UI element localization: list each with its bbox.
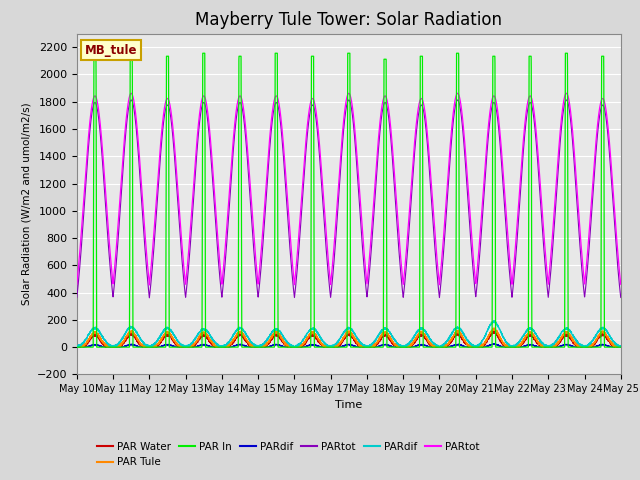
X-axis label: Time: Time	[335, 400, 362, 409]
Title: Mayberry Tule Tower: Solar Radiation: Mayberry Tule Tower: Solar Radiation	[195, 11, 502, 29]
Legend: PAR Water, PAR Tule, PAR In, PARdif, PARtot, PARdif, PARtot: PAR Water, PAR Tule, PAR In, PARdif, PAR…	[93, 438, 484, 471]
Y-axis label: Solar Radiation (W/m2 and umol/m2/s): Solar Radiation (W/m2 and umol/m2/s)	[21, 103, 31, 305]
Text: MB_tule: MB_tule	[85, 44, 138, 57]
